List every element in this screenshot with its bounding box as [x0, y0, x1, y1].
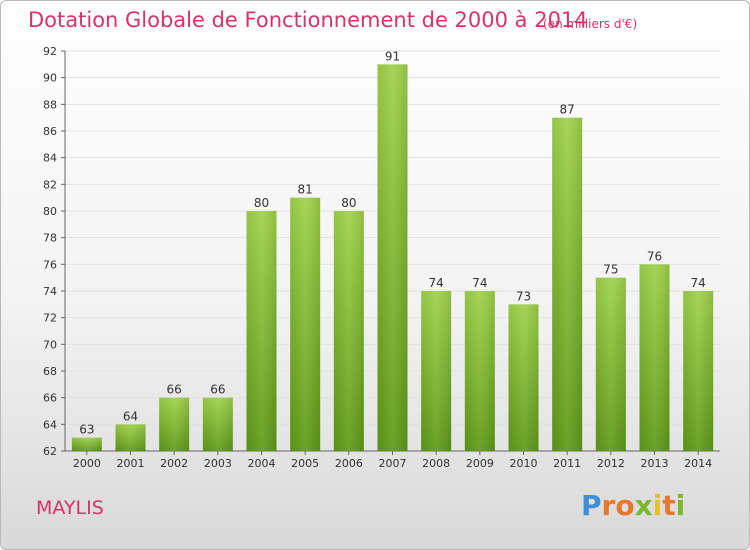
x-tick-label: 2006: [335, 457, 363, 470]
bar-shading: [290, 197, 321, 451]
unit-note: (en milliers d'€): [543, 17, 638, 31]
logo-letter: i: [675, 489, 686, 522]
y-tick-label: 66: [43, 392, 57, 405]
commune-name: MAYLIS: [36, 497, 104, 519]
x-tick-label: 2013: [641, 457, 669, 470]
x-tick-label: 2012: [597, 457, 625, 470]
y-tick-label: 84: [43, 152, 57, 165]
bars: [71, 64, 714, 452]
logo-letter: x: [634, 489, 653, 522]
data-label: 74: [691, 276, 706, 290]
data-label: 73: [516, 289, 531, 303]
y-tick-label: 82: [43, 178, 57, 191]
bar-shading: [115, 424, 146, 451]
y-tick-label: 90: [43, 72, 57, 85]
x-tick-label: 2004: [248, 457, 276, 470]
x-tick-label: 2008: [422, 457, 450, 470]
x-tick-label: 2000: [73, 457, 101, 470]
y-tick-label: 68: [43, 365, 57, 378]
chart-title: Dotation Globale de Fonctionnement de 20…: [28, 8, 588, 32]
y-tick-label: 92: [43, 45, 57, 58]
bar-shading: [246, 211, 277, 451]
bar-shading: [552, 117, 583, 452]
data-label: 75: [603, 263, 618, 277]
bar-shading: [464, 291, 495, 451]
y-tick-label: 80: [43, 205, 57, 218]
bar-shading: [71, 437, 102, 451]
logo-letter: r: [601, 489, 616, 522]
data-label: 91: [385, 49, 400, 63]
x-tick-label: 2011: [553, 457, 581, 470]
x-tick-label: 2007: [379, 457, 407, 470]
logo-letter: P: [581, 489, 602, 522]
bar-shading: [333, 211, 364, 451]
data-label: 66: [167, 383, 182, 397]
bar-shading: [377, 64, 408, 452]
proxiti-logo: Proxiti: [581, 489, 685, 522]
data-label: 80: [341, 196, 356, 210]
labels: 62 64 66 68 70 72 74 76 78 80 82 84 86 88 90 92 63 2000 64…: [43, 45, 712, 470]
x-tick-label: 2003: [204, 457, 232, 470]
x-tick-label: 2010: [510, 457, 538, 470]
data-label: 63: [79, 423, 94, 437]
x-tick-label: 2014: [684, 457, 712, 470]
y-tick-label: 76: [43, 258, 57, 271]
y-tick-label: 70: [43, 338, 57, 351]
data-label: 74: [429, 276, 444, 290]
logo-letter: i: [652, 489, 663, 522]
data-label: 76: [647, 249, 662, 263]
x-tick-label: 2002: [160, 457, 188, 470]
logo-letter: o: [615, 489, 635, 522]
y-tick-label: 62: [43, 445, 57, 458]
bar-shading: [202, 397, 233, 451]
logo-letter: t: [662, 489, 676, 522]
y-tick-label: 86: [43, 125, 57, 138]
y-tick-label: 78: [43, 232, 57, 245]
data-label: 64: [123, 409, 138, 423]
data-label: 80: [254, 196, 269, 210]
y-tick-label: 72: [43, 312, 57, 325]
bar-shading: [639, 264, 670, 451]
y-tick-label: 64: [43, 418, 57, 431]
x-tick-label: 2005: [291, 457, 319, 470]
y-tick-label: 74: [43, 285, 57, 298]
bar-shading: [159, 397, 190, 451]
data-label: 81: [298, 183, 313, 197]
bar-shading: [683, 291, 714, 451]
y-tick-label: 88: [43, 98, 57, 111]
bar-shading: [421, 291, 452, 451]
data-label: 87: [560, 103, 575, 117]
data-label: 66: [210, 383, 225, 397]
bar-shading: [595, 277, 626, 451]
x-tick-label: 2001: [117, 457, 145, 470]
x-tick-label: 2009: [466, 457, 494, 470]
data-label: 74: [472, 276, 487, 290]
bar-shading: [508, 304, 539, 451]
